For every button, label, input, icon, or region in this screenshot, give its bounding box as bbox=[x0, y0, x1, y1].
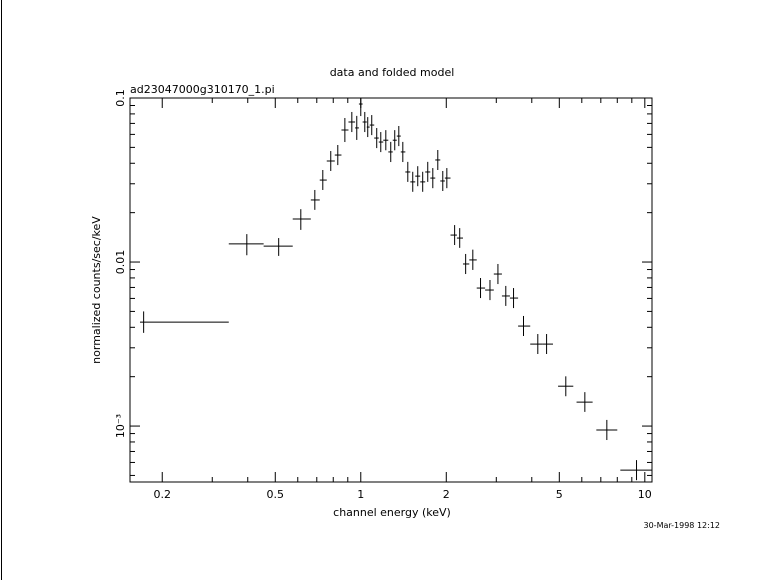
x-tick-label: 10 bbox=[638, 488, 652, 501]
y-tick-label: 0.1 bbox=[114, 89, 127, 107]
timestamp: 30-Mar-1998 12:12 bbox=[644, 521, 721, 530]
x-tick-label: 0.5 bbox=[267, 488, 285, 501]
x-tick-label: 5 bbox=[556, 488, 563, 501]
chart-subtitle: ad23047000g310170_1.pi bbox=[130, 83, 275, 96]
y-tick-label: 10⁻³ bbox=[114, 414, 127, 438]
chart-title: data and folded model bbox=[330, 66, 455, 79]
x-axis-label: channel energy (keV) bbox=[333, 506, 451, 519]
y-axis-label: normalized counts/sec/keV bbox=[90, 216, 103, 364]
x-tick-label: 0.2 bbox=[153, 488, 171, 501]
data-points bbox=[139, 98, 652, 481]
plot-frame bbox=[129, 97, 653, 483]
x-tick-label: 1 bbox=[357, 488, 364, 501]
y-tick-label: 0.01 bbox=[114, 250, 127, 275]
x-tick-label: 2 bbox=[443, 488, 450, 501]
